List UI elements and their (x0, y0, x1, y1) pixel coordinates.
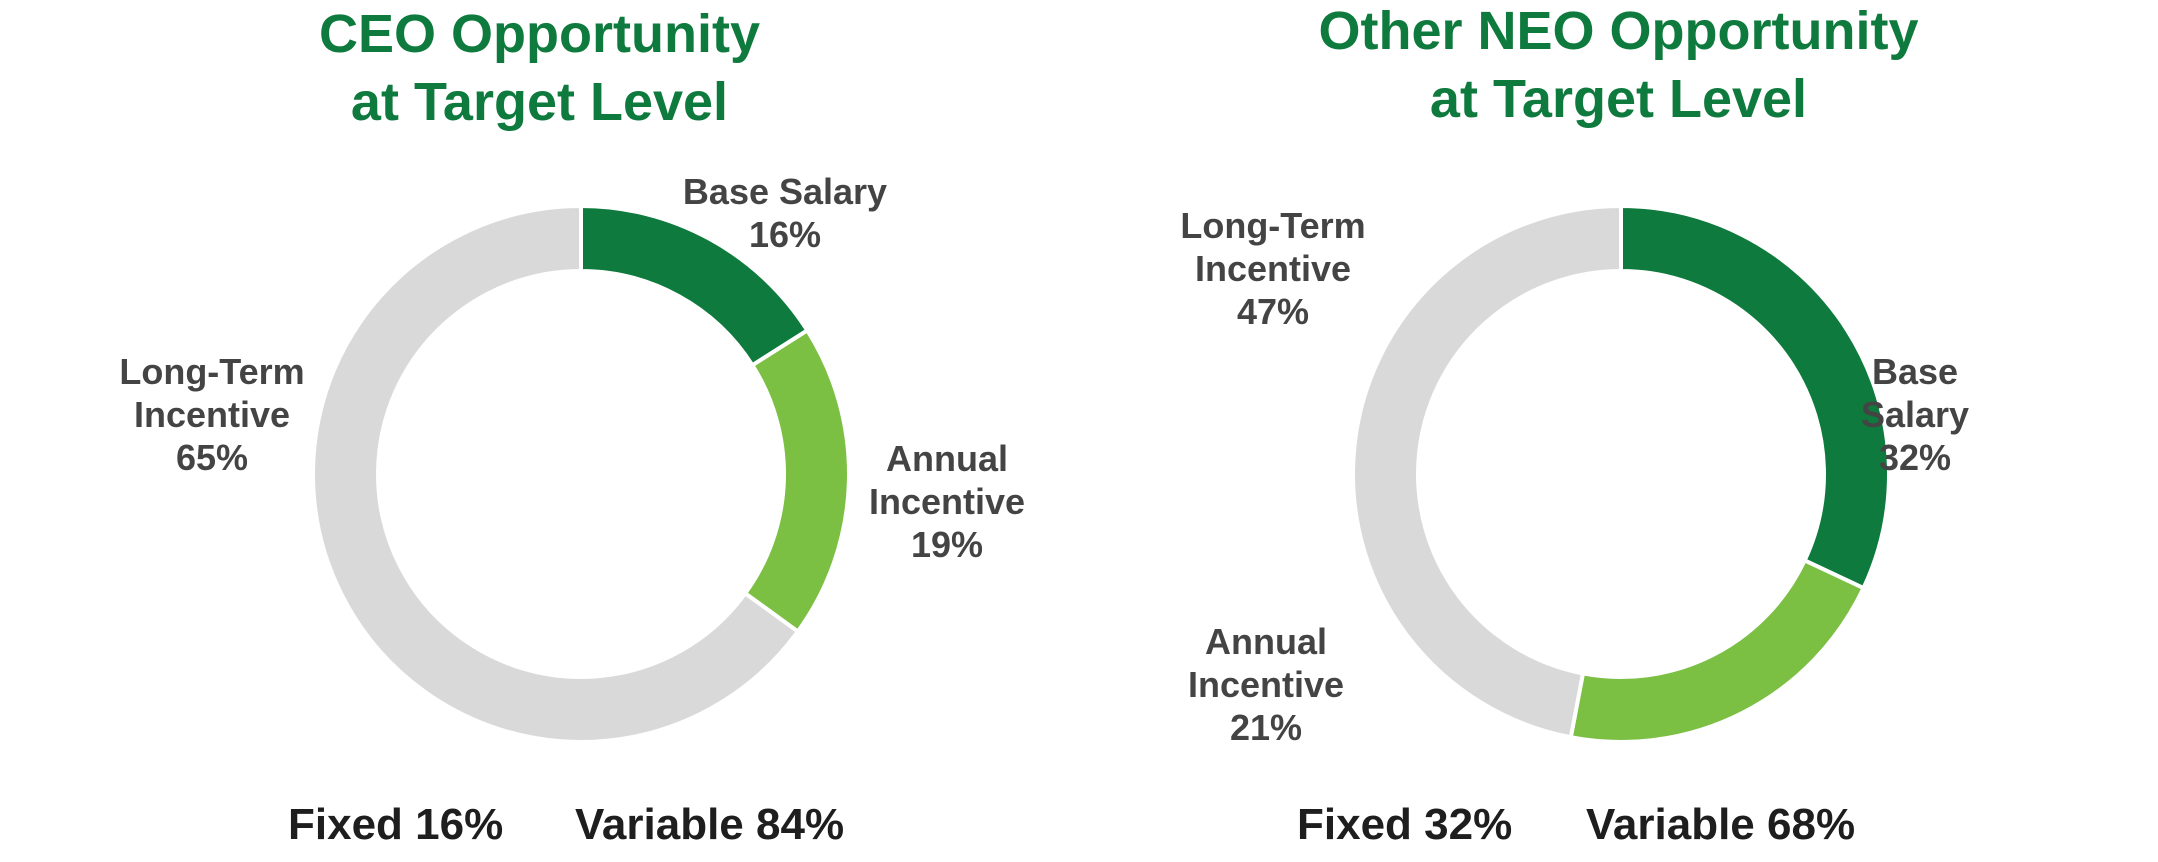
neo-label-base-salary: Base Salary 32% (1860, 351, 1970, 478)
neo-label-annual-incentive: Annual Incentive 21% (1187, 621, 1345, 748)
ceo-fixed-summary: Fixed 16% (288, 800, 504, 849)
ceo-summary: Fixed 16% Variable 84% (0, 800, 1079, 860)
ceo-chart-title: CEO Opportunity at Target Level (0, 0, 1079, 136)
neo-chart-panel: Other NEO Opportunity at Target Level Ba… (1079, 0, 2158, 862)
ceo-slice-long-term-incentive (311, 203, 801, 744)
neo-chart-title: Other NEO Opportunity at Target Level (1079, 0, 2158, 133)
ceo-label-base-salary: Base Salary 16% (682, 171, 888, 255)
neo-variable-summary: Variable 68% (1586, 800, 1856, 849)
neo-title-line-1: Other NEO Opportunity (1318, 1, 1919, 61)
neo-label-long-term-incentive: Long-Term Incentive 47% (1180, 205, 1366, 332)
neo-slice-annual-incentive (1568, 557, 1867, 744)
ceo-title-line-2: at Target Level (350, 72, 729, 132)
ceo-label-annual-incentive: Annual Incentive 19% (868, 438, 1026, 565)
ceo-label-long-term-incentive: Long-Term Incentive 65% (119, 351, 305, 478)
neo-title-line-2: at Target Level (1429, 69, 1808, 129)
neo-donut-chart (1351, 203, 1891, 744)
neo-slice-long-term-incentive (1351, 203, 1623, 740)
neo-slice-base-salary (1619, 203, 1891, 591)
ceo-slice-annual-incentive (742, 327, 851, 635)
ceo-chart-panel: CEO Opportunity at Target Level Base Sal… (0, 0, 1079, 860)
ceo-variable-summary: Variable 84% (575, 800, 845, 849)
ceo-title-line-1: CEO Opportunity (319, 4, 760, 64)
neo-summary: Fixed 32% Variable 68% (1079, 800, 2158, 860)
ceo-donut-chart (311, 203, 851, 744)
neo-fixed-summary: Fixed 32% (1297, 800, 1513, 849)
